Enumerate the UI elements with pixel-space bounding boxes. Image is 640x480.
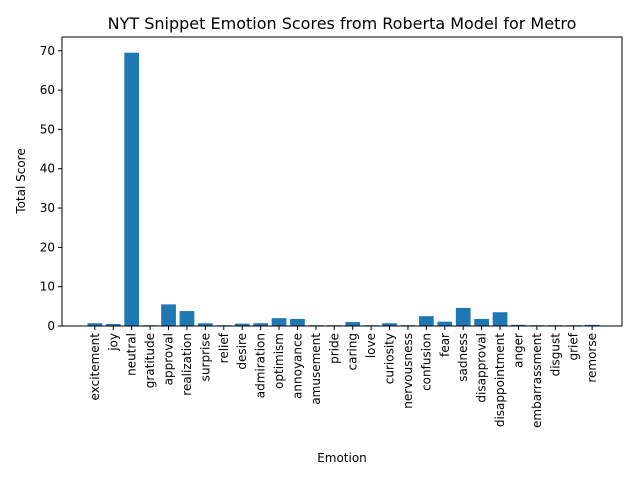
x-tick-label-anger: anger — [511, 333, 525, 368]
bar-annoyance — [290, 318, 305, 326]
x-tick-label-disappointment: disappointment — [493, 333, 507, 427]
x-tick-label-confusion: confusion — [419, 333, 433, 391]
x-tick-label-sadness: sadness — [456, 333, 470, 382]
x-tick-label-remorse: remorse — [585, 333, 599, 383]
y-tick-label: 60 — [40, 83, 55, 97]
x-tick-label-embarrassment: embarrassment — [530, 333, 544, 428]
bar-disapproval — [474, 318, 489, 326]
y-tick-label: 10 — [40, 280, 55, 294]
x-tick-label-approval: approval — [162, 333, 176, 385]
y-tick-label: 50 — [40, 122, 55, 136]
bar-realization — [179, 311, 195, 326]
x-tick-label-fear: fear — [438, 333, 452, 357]
bar-anger — [511, 324, 526, 326]
x-tick-label-disgust: disgust — [548, 333, 562, 377]
bar-neutral — [124, 52, 140, 326]
x-tick-label-joy: joy — [106, 333, 120, 352]
x-tick-label-realization: realization — [180, 333, 194, 396]
y-tick-label: 40 — [40, 162, 55, 176]
bar-fear — [437, 321, 453, 326]
y-axis: 0 10 20 30 40 50 60 70 — [40, 44, 62, 333]
x-tick-label-admiration: admiration — [254, 333, 268, 398]
y-tick-label: 0 — [47, 319, 55, 333]
bar-desire — [234, 323, 250, 326]
x-tick-label-curiosity: curiosity — [383, 333, 397, 384]
bar-remorse — [584, 324, 600, 326]
bars-group — [87, 52, 600, 326]
bar-admiration — [253, 323, 268, 326]
x-tick-label-neutral: neutral — [125, 333, 139, 376]
x-tick-label-caring: caring — [346, 333, 360, 370]
x-tick-label-surprise: surprise — [198, 333, 212, 381]
x-tick-label-annoyance: annoyance — [290, 333, 304, 399]
x-tick-label-pride: pride — [327, 333, 341, 364]
chart-title: NYT Snippet Emotion Scores from Roberta … — [108, 14, 577, 33]
y-tick-label: 20 — [40, 240, 55, 254]
x-tick-label-grief: grief — [567, 332, 581, 360]
x-tick-label-excitement: excitement — [88, 333, 102, 401]
x-tick-label-relief: relief — [217, 332, 231, 363]
x-tick-label-amusement: amusement — [309, 333, 323, 405]
x-tick-label-desire: desire — [235, 333, 249, 370]
bar-caring — [345, 322, 361, 326]
bar-confusion — [419, 316, 434, 326]
bar-curiosity — [382, 323, 397, 326]
x-tick-label-optimism: optimism — [272, 333, 286, 389]
y-tick-label: 70 — [40, 44, 55, 58]
x-tick-label-disapproval: disapproval — [475, 333, 489, 403]
y-axis-label: Total Score — [14, 148, 28, 214]
bar-excitement — [87, 323, 103, 326]
x-axis-label: Emotion — [317, 451, 367, 465]
x-tick-label-love: love — [364, 333, 378, 358]
x-tick-label-nervousness: nervousness — [401, 333, 415, 409]
plot-frame — [61, 36, 623, 327]
bar-surprise — [198, 323, 213, 326]
y-tick-label: 30 — [40, 201, 55, 215]
bar-joy — [105, 324, 121, 326]
bar-sadness — [455, 307, 471, 326]
x-axis: excitement joy neutral gratitude approval rea… — [88, 326, 599, 428]
x-tick-label-gratitude: gratitude — [143, 333, 157, 388]
bar-optimism — [271, 318, 287, 326]
bar-approval — [161, 304, 176, 326]
bar-disappointment — [492, 312, 508, 326]
